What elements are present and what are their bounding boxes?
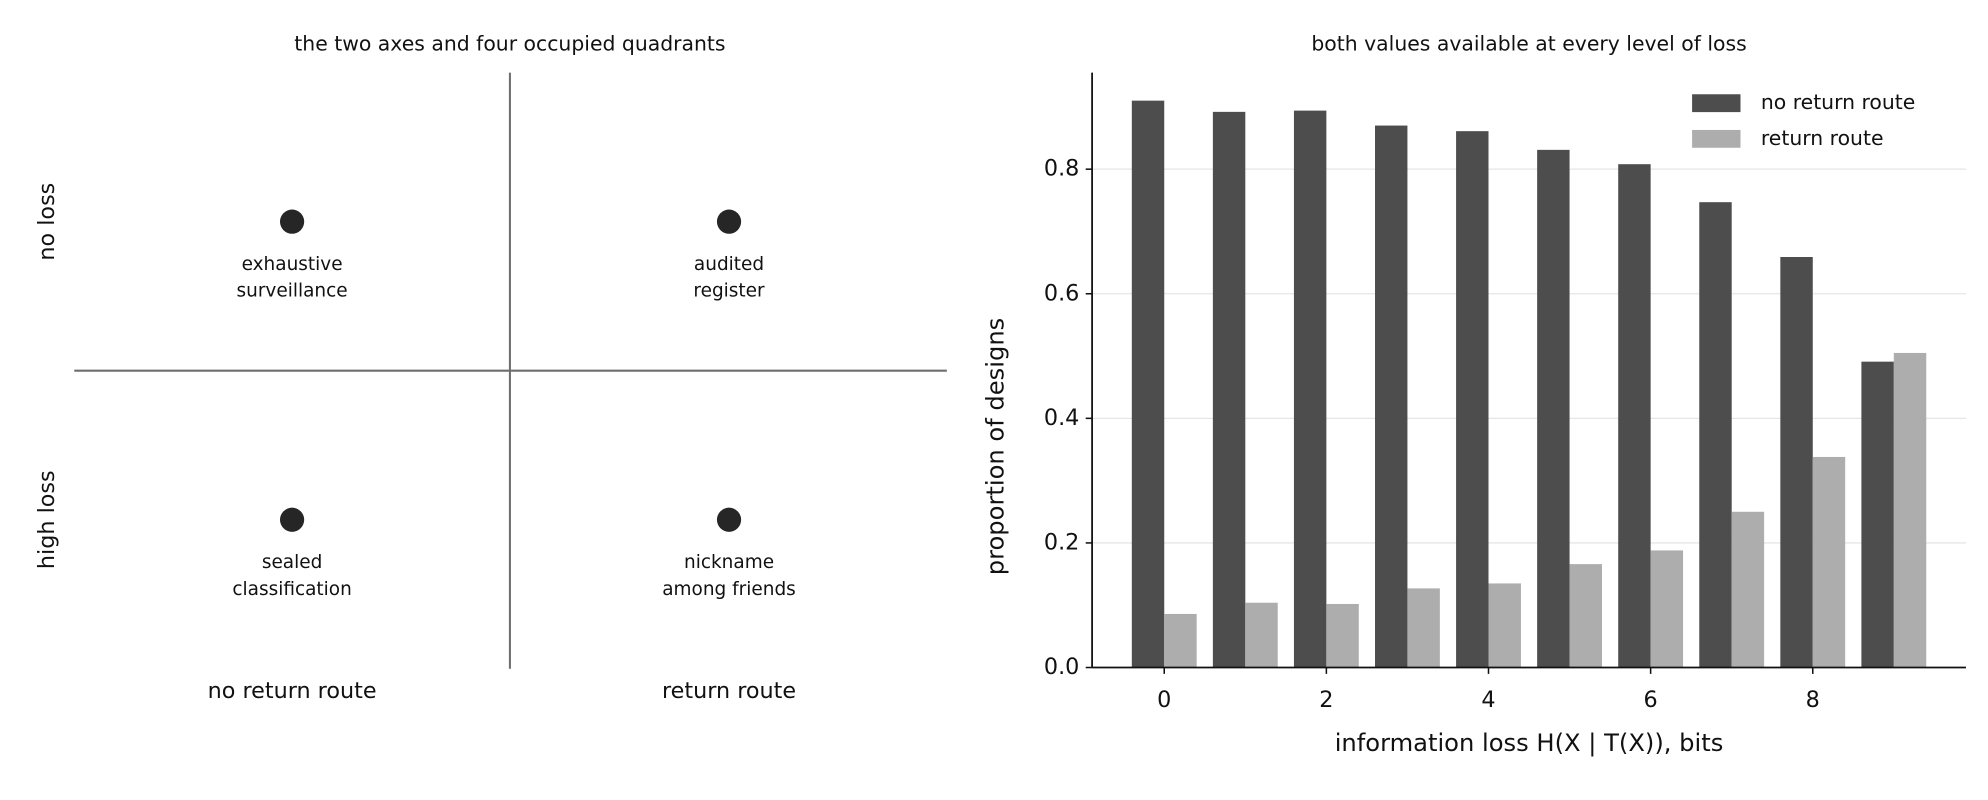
y-tick-label: 0.4	[1044, 405, 1079, 431]
y-axis-label: proportion of designs	[982, 318, 1010, 576]
point-label: exhaustive	[242, 254, 343, 275]
bar	[1618, 164, 1651, 668]
x-tick-label: 0	[1157, 687, 1171, 713]
legend-label: return route	[1761, 126, 1884, 150]
bar	[1650, 550, 1684, 668]
quadrant-point	[716, 209, 742, 234]
point-label: classification	[232, 579, 351, 600]
bar	[1326, 603, 1359, 668]
point-label: surveillance	[237, 281, 348, 302]
x-category-label: no return route	[208, 678, 377, 704]
point-label: among friends	[662, 579, 796, 600]
legend-swatch	[1692, 94, 1741, 113]
x-tick-label: 2	[1319, 687, 1333, 713]
point-label: nickname	[684, 552, 774, 573]
y-tick-label: 0.0	[1044, 654, 1079, 680]
bar	[1699, 202, 1732, 668]
legend-swatch	[1692, 129, 1741, 148]
bar	[1456, 131, 1489, 668]
bar	[1293, 110, 1327, 668]
point-label: audited	[694, 254, 764, 275]
y-tick-label: 0.6	[1044, 280, 1079, 306]
quadrant-point	[279, 507, 305, 532]
bar	[1861, 361, 1894, 668]
bar	[1375, 125, 1408, 668]
x-axis-label: information loss H(X | T(X)), bits	[1335, 729, 1724, 757]
bar	[1812, 456, 1846, 668]
quadrant-point	[279, 209, 305, 234]
bar	[1488, 583, 1521, 668]
point-label: sealed	[262, 552, 323, 573]
bar	[1569, 564, 1602, 668]
y-tick-label: 0.8	[1044, 156, 1079, 182]
panel-title: the two axes and four occupied quadrants	[294, 32, 725, 56]
x-tick-label: 8	[1806, 687, 1820, 713]
bar	[1131, 100, 1165, 668]
bar	[1893, 352, 1927, 668]
y-category-label: high loss	[34, 470, 60, 569]
quadrant-point	[716, 507, 742, 532]
bar	[1164, 613, 1197, 668]
x-tick-label: 6	[1644, 687, 1658, 713]
x-tick-label: 4	[1481, 687, 1495, 713]
bar	[1407, 588, 1440, 668]
bar	[1780, 257, 1813, 668]
bar	[1212, 111, 1246, 668]
point-label: register	[693, 281, 765, 302]
y-tick-label: 0.2	[1044, 529, 1079, 555]
bar	[1731, 511, 1765, 668]
legend-label: no return route	[1761, 90, 1915, 114]
bar	[1537, 149, 1570, 668]
x-category-label: return route	[662, 678, 796, 704]
bar	[1245, 602, 1278, 668]
panel-title: both values available at every level of …	[1311, 32, 1746, 56]
y-category-label: no loss	[34, 183, 60, 261]
